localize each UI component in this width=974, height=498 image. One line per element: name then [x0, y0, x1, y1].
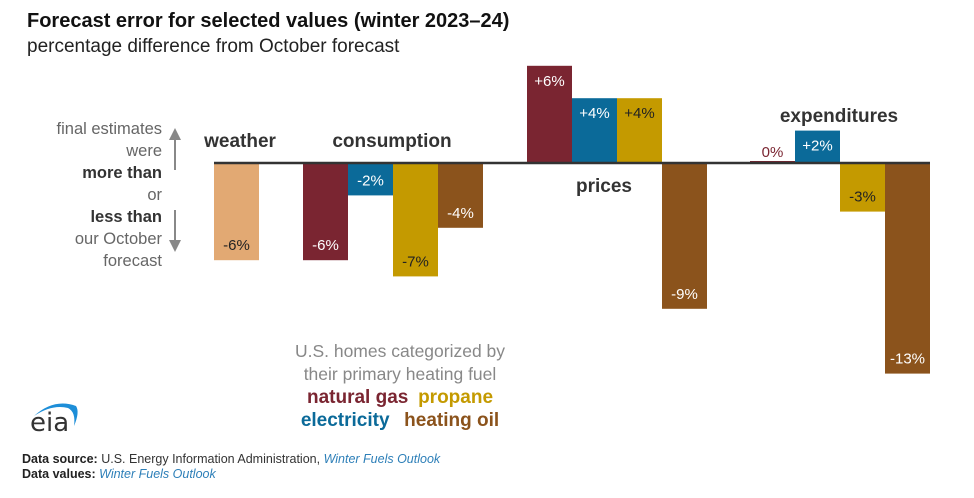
bar-value-label: 0% — [762, 144, 784, 161]
group-label-expenditures: expenditures — [779, 106, 899, 127]
down-arrow-icon — [169, 210, 181, 252]
note-more-than: more than — [82, 164, 162, 182]
legend-propane: propane — [418, 387, 494, 408]
chart-title: Forecast error for selected values (wint… — [27, 10, 510, 32]
group-label-consumption: consumption — [332, 131, 452, 152]
source-note: Data source: U.S. Energy Information Adm… — [22, 452, 440, 482]
bar-value-label: -2% — [357, 172, 384, 189]
source-text: U.S. Energy Information Administration, — [101, 452, 321, 466]
direction-note: final estimates were more than or less t… — [0, 118, 162, 272]
bar-value-label: +4% — [624, 105, 654, 122]
bar-value-label: -13% — [890, 351, 925, 368]
bar-value-label: +4% — [579, 105, 609, 122]
note-line: were — [126, 142, 162, 160]
group-label-weather: weather — [204, 131, 276, 152]
bar-consumption-heating-oil — [438, 163, 483, 228]
bar-prices-electricity — [572, 98, 617, 163]
note-line: or — [147, 186, 162, 204]
bar-value-label: +2% — [802, 138, 832, 155]
group-label-prices: prices — [576, 176, 632, 197]
bar-prices-natural-gas — [527, 65, 572, 163]
bar-consumption-natural-gas — [303, 163, 348, 261]
note-line: final estimates — [56, 120, 162, 138]
legend-heating-oil: heating oil — [404, 410, 500, 431]
values-label: Data values: — [22, 467, 96, 481]
bar-value-label: +6% — [534, 73, 564, 90]
legend: U.S. homes categorized by their primary … — [270, 340, 530, 432]
bar-expenditures-heating-oil — [885, 163, 930, 374]
bar-value-label: -6% — [223, 237, 250, 254]
chart-subtitle: percentage difference from October forec… — [27, 36, 400, 57]
bar-prices-propane — [617, 98, 662, 163]
values-link[interactable]: Winter Fuels Outlook — [99, 467, 216, 481]
eia-logo: eia — [26, 396, 86, 438]
source-label: Data source: — [22, 452, 98, 466]
eia-logo-text: eia — [30, 408, 70, 438]
bar-value-label: -7% — [402, 253, 429, 270]
note-line: our October — [74, 230, 162, 248]
bar-consumption-electricity — [348, 163, 393, 196]
bar-value-label: -3% — [849, 189, 876, 206]
source-link[interactable]: Winter Fuels Outlook — [323, 452, 441, 466]
bar-value-label: -9% — [671, 286, 698, 303]
bar-expenditures-propane — [840, 163, 885, 212]
bar-consumption-propane — [393, 163, 438, 277]
legend-intro: their primary heating fuel — [303, 364, 497, 384]
legend-intro: U.S. homes categorized by — [294, 341, 506, 361]
bar-value-label: -4% — [447, 205, 474, 222]
legend-natural-gas: natural gas — [306, 387, 409, 408]
bar-weather-weather — [214, 163, 259, 261]
bar-expenditures-electricity — [795, 130, 840, 163]
note-line: forecast — [103, 252, 162, 270]
legend-electricity: electricity — [300, 410, 390, 431]
note-less-than: less than — [90, 208, 162, 226]
bar-value-label: -6% — [312, 237, 339, 254]
up-arrow-icon — [169, 128, 181, 170]
eia-swoosh-icon — [34, 403, 78, 426]
bar-prices-heating-oil — [662, 163, 707, 309]
